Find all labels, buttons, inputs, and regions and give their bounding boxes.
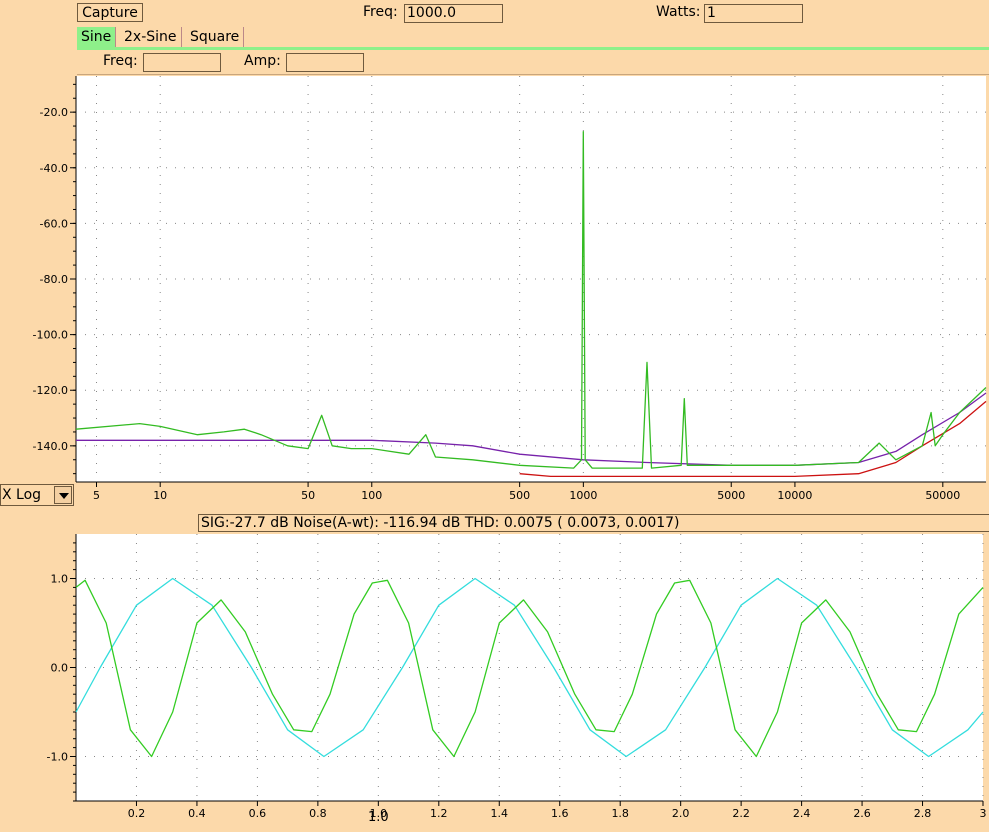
y-tick-label: -120.0	[33, 384, 68, 397]
y-tick-label: -1.0	[47, 751, 68, 764]
sine-freq-label: Freq:	[103, 53, 138, 69]
freq-label: Freq:	[363, 4, 398, 20]
tab-underline	[77, 47, 989, 50]
x-tick-label: 1.6	[551, 807, 569, 820]
watts-label: Watts:	[656, 4, 701, 20]
x-tick-label: 1.2	[430, 807, 448, 820]
x-tick-label: 10000	[777, 489, 812, 502]
sine-amp-label: Amp:	[244, 53, 281, 69]
plot-area	[76, 76, 986, 482]
tab-square[interactable]: Square	[186, 27, 245, 47]
y-tick-label: 1.0	[51, 573, 69, 586]
x-tick-label: 2.4	[793, 807, 811, 820]
series-line-2	[75, 579, 984, 758]
y-tick-label: -80.0	[40, 273, 68, 286]
y-tick-label: 0.0	[51, 662, 69, 675]
freq-input[interactable]: 1000.0	[404, 4, 503, 23]
sine-freq-input[interactable]	[143, 53, 221, 72]
panel-divider	[77, 74, 989, 75]
x-tick-label: 2.8	[914, 807, 932, 820]
x-tick-label: 2.0	[672, 807, 690, 820]
watts-input[interactable]: 1	[704, 4, 803, 23]
measurement-status: SIG:-27.7 dB Noise(A-wt): -116.94 dB THD…	[198, 514, 989, 532]
capture-button[interactable]: Capture	[77, 3, 143, 22]
x-tick-label: 5	[93, 489, 100, 502]
x-tick-label: 0.2	[128, 807, 146, 820]
x-tick-label: 1.8	[611, 807, 629, 820]
x-tick-label: 3	[980, 807, 987, 820]
tab-sine[interactable]: Sine	[77, 27, 117, 47]
y-tick-label: -100.0	[33, 329, 68, 342]
x-tick-label: 1.4	[491, 807, 509, 820]
series-line-1	[75, 577, 984, 758]
x-scale-select[interactable]: X Log	[0, 484, 74, 506]
spectrum-chart: -20.0 -40.0 -60.0 -80.0 -100.0 -120.0 -140.0 5 1…	[33, 76, 987, 502]
x-tick-label: 0.6	[249, 807, 267, 820]
x-tick-label: 1000	[569, 489, 597, 502]
series-line-3	[75, 130, 987, 469]
y-tick-label: -140.0	[33, 440, 68, 453]
y-tick-label: -60.0	[40, 217, 68, 230]
x-tick-label: 50000	[925, 489, 960, 502]
y-tick-label: -40.0	[40, 162, 68, 175]
x-tick-label: 2.2	[732, 807, 750, 820]
x-tick-label: 100	[361, 489, 382, 502]
x-tick-label: 10	[153, 489, 167, 502]
waveform-chart: 1.0 0.0 -1.0 0.2 0.4 0.6 0.8 1.0 1.2 1.4 1.6 1.8 2.0…	[47, 534, 987, 825]
x-tick-label: 0.4	[188, 807, 206, 820]
x-tick-label: 50	[301, 489, 315, 502]
series-line-1	[76, 392, 987, 466]
x-tick-label: 500	[509, 489, 530, 502]
x-tick-label: 0.8	[309, 807, 327, 820]
x-tick-label: 1.0	[370, 807, 388, 820]
tab-2x-sine[interactable]: 2x-Sine	[120, 27, 182, 47]
sine-amp-input[interactable]	[286, 53, 364, 72]
x-scale-value: X Log	[2, 487, 42, 503]
x-tick-label: 2.6	[853, 807, 871, 820]
plot-area	[76, 534, 983, 801]
y-tick-label: -20.0	[40, 106, 68, 119]
chevron-down-icon[interactable]	[54, 486, 72, 504]
waveform-tabs: Sine 2x-Sine Square	[77, 26, 989, 48]
x-tick-label: 5000	[717, 489, 745, 502]
x-axis-label: 1.0	[368, 810, 389, 825]
